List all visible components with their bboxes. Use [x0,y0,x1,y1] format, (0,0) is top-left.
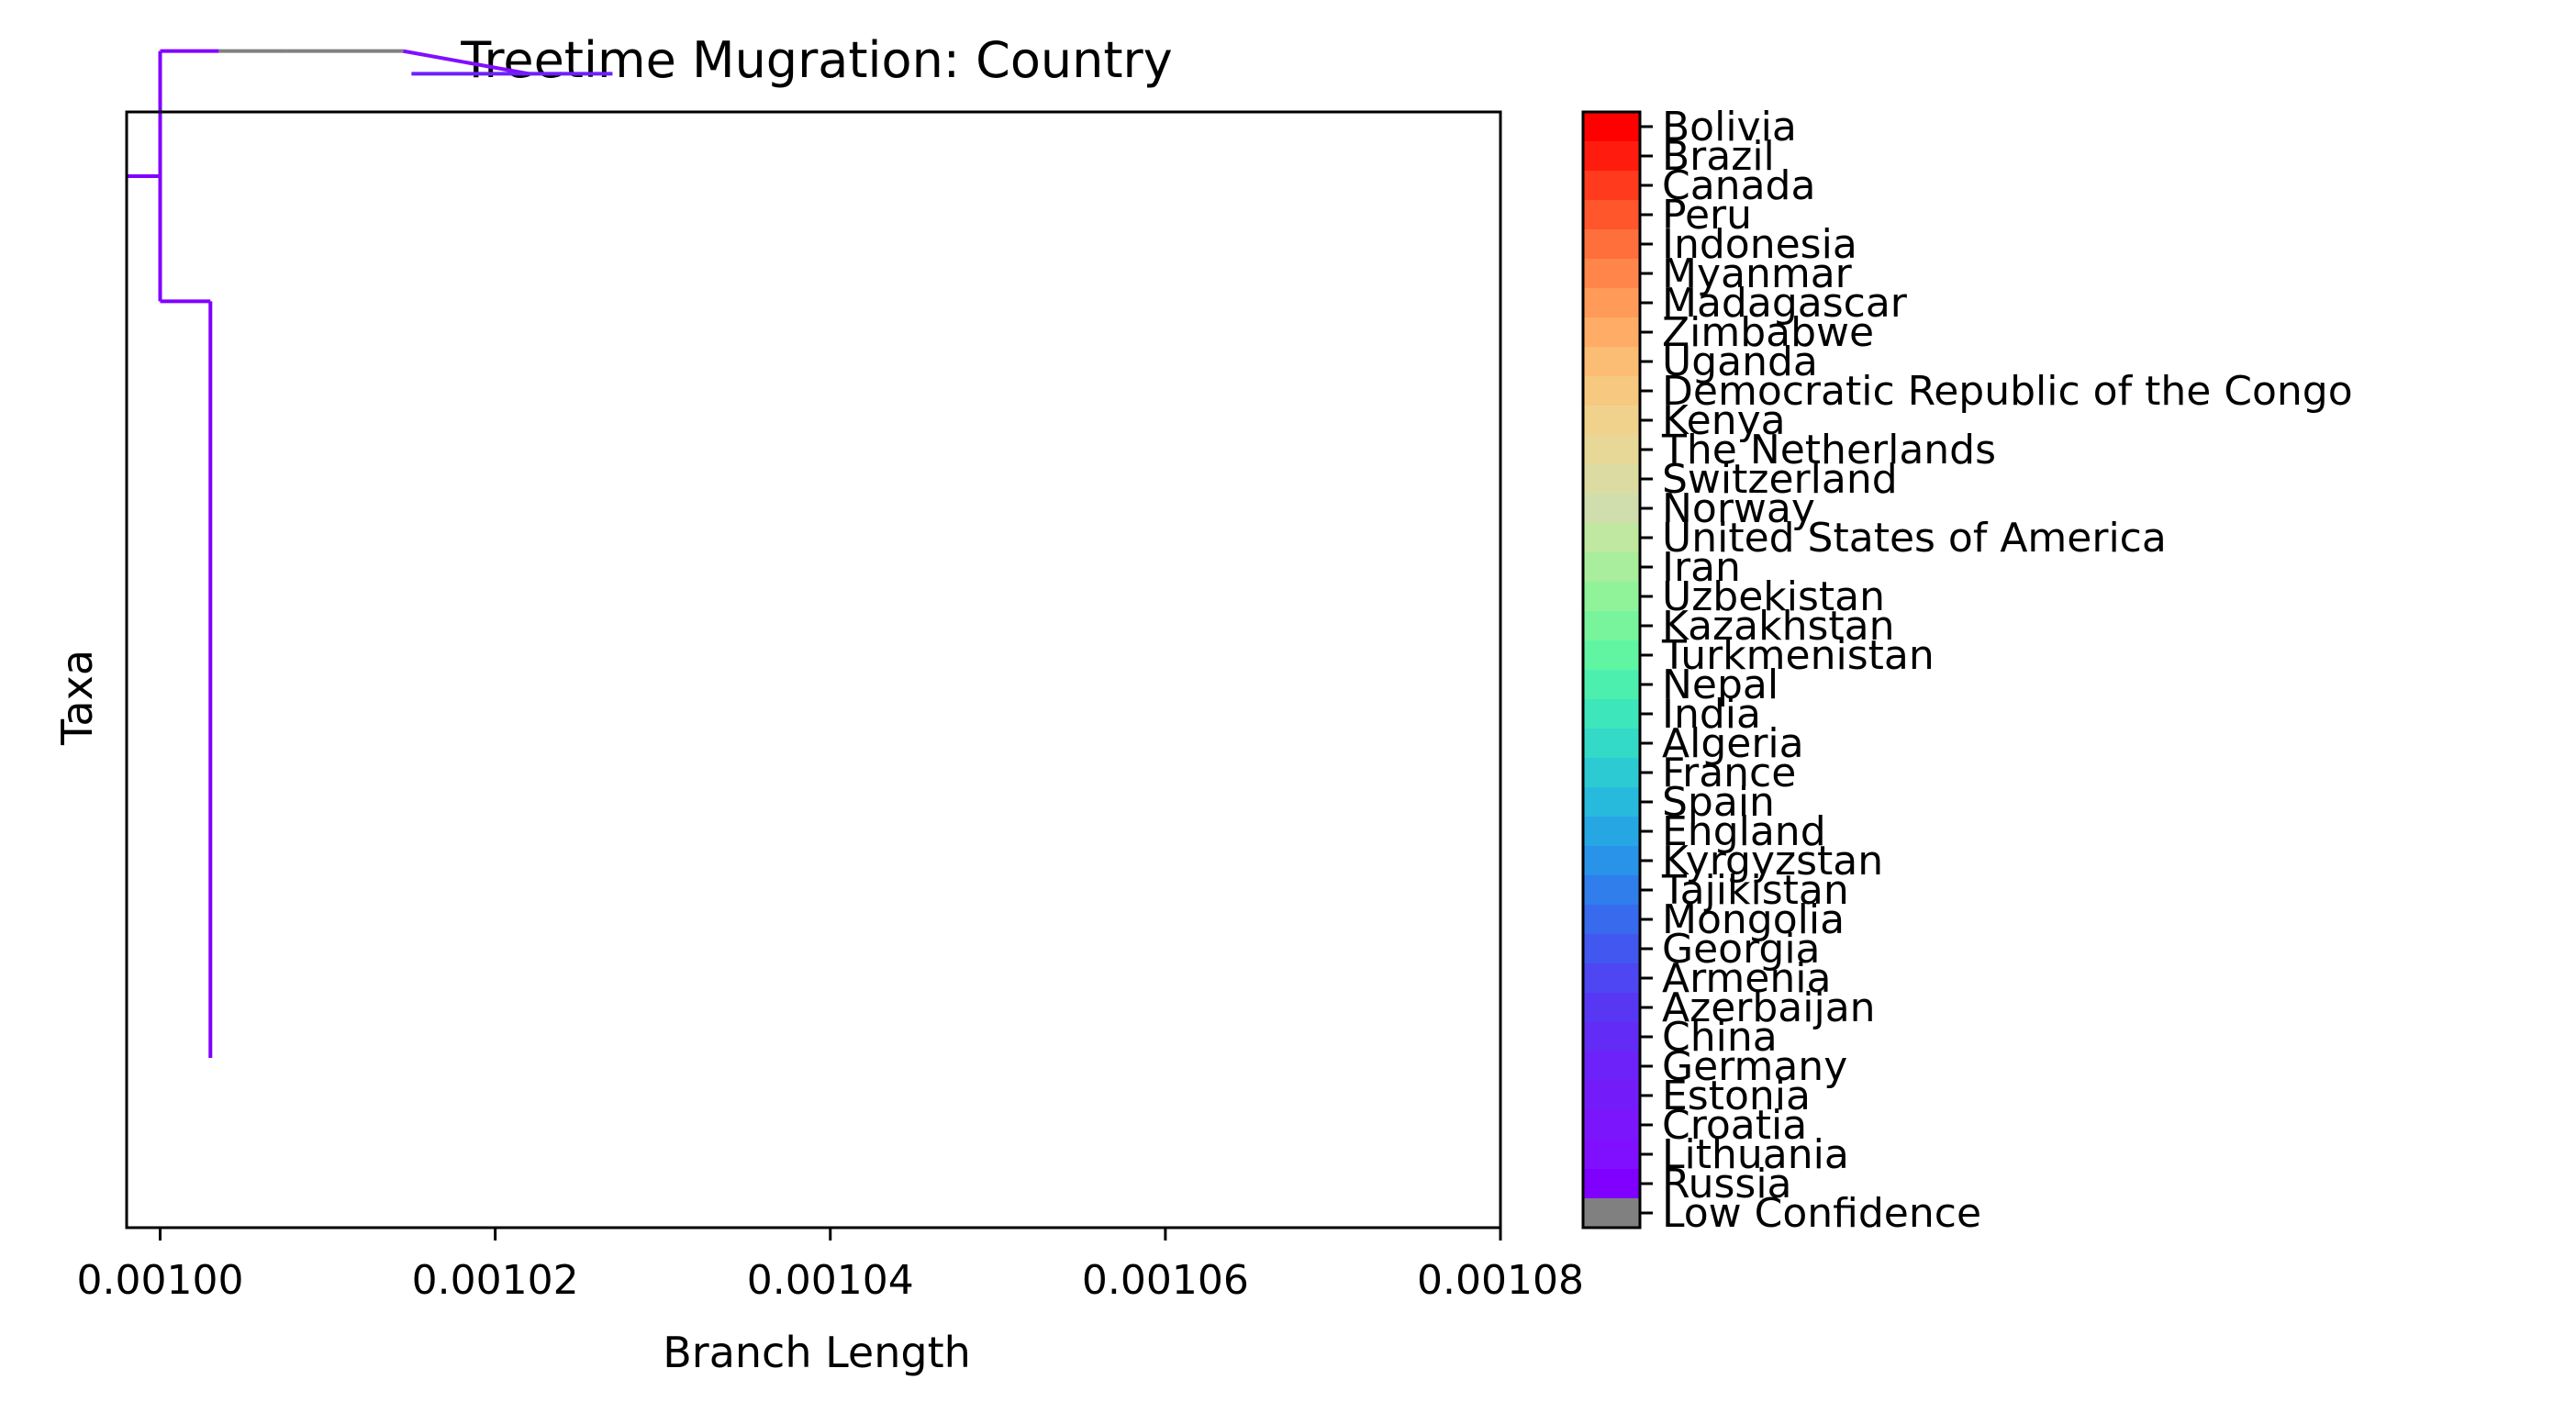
colorbar-label: Mongolia [1662,896,1845,943]
x-axis-ticks: 0.00100 0.00102 0.00104 0.00106 0.00108 [77,1228,1584,1304]
y-axis-label: Taxa [52,650,102,746]
colorbar-swatch [1583,582,1640,612]
x-tick-label: 0.00102 [412,1257,579,1304]
colorbar-label: Low Confidence [1662,1190,1981,1237]
colorbar-label: Zimbabwe [1662,309,1874,356]
colorbar-label: Indonesia [1662,221,1857,268]
colorbar-swatch [1583,758,1640,788]
colorbar-swatch [1583,817,1640,847]
colorbar-label: Norway [1662,485,1815,532]
colorbar-swatch [1583,141,1640,172]
colorbar-label: Democratic Republic of the Congo [1662,368,2353,415]
colorbar-label: Nepal [1662,662,1779,708]
colorbar-label: Uganda [1662,339,1818,385]
colorbar-label: Tajikistan [1661,867,1849,914]
colorbar-label: Kenya [1662,397,1786,444]
colorbar-label: Germany [1662,1043,1847,1090]
colorbar-label: Iran [1662,544,1741,591]
colorbar-label: United States of America [1662,515,2167,562]
colorbar-swatch [1583,494,1640,524]
colorbar-label: Brazil [1662,133,1775,180]
colorbar-swatch [1583,846,1640,876]
colorbar-label: Switzerland [1662,456,1898,503]
colorbar-label: Turkmenistan [1661,632,1935,679]
colorbar-swatch [1583,1140,1640,1170]
colorbar-swatch [1583,1022,1640,1052]
colorbar-swatch [1583,288,1640,318]
colorbar-label: Georgia [1662,926,1821,973]
colorbar-swatch [1583,347,1640,377]
colorbar-label: Myanmar [1662,250,1853,297]
x-axis-label: Branch Length [663,1328,971,1377]
colorbar-label: Uzbekistan [1662,573,1885,620]
colorbar-label: England [1662,808,1826,855]
colorbar-swatch [1583,787,1640,818]
colorbar-swatch [1583,229,1640,260]
colorbar-label: Bolivia [1662,104,1797,150]
colorbar-label: France [1662,750,1796,796]
colorbar-swatch [1583,317,1640,348]
colorbar-label: The Netherlands [1661,427,1996,473]
colorbar-label: Azerbaijan [1662,985,1876,1031]
colorbar-label: Peru [1662,192,1752,239]
colorbar-label: Kyrgyzstan [1662,838,1883,885]
colorbar-swatch [1583,259,1640,289]
colorbar-swatch [1583,729,1640,759]
colorbar-swatch [1583,934,1640,964]
colorbar-swatch [1583,905,1640,935]
colorbar-swatch [1583,640,1640,671]
colorbar-swatch [1583,1110,1640,1140]
colorbar-swatch [1583,1198,1640,1229]
colorbar-legend: BoliviaBrazilCanadaPeruIndonesiaMyanmarM… [1581,104,2353,1237]
colorbar-swatch [1583,699,1640,729]
colorbar-label: Estonia [1662,1073,1811,1119]
x-tick-label: 0.00100 [77,1257,244,1304]
colorbar-label: Croatia [1662,1102,1807,1149]
colorbar-label: Kazakhstan [1662,603,1895,650]
colorbar-swatch [1583,435,1640,465]
colorbar-label: Spain [1662,779,1775,826]
x-tick-label: 0.00108 [1417,1257,1584,1304]
tree-branch [402,49,530,76]
colorbar-label: Lithuania [1662,1131,1849,1178]
colorbar-frame [1581,110,1642,1229]
colorbar-label: Russia [1662,1161,1792,1207]
x-tick-label: 0.00104 [747,1257,914,1304]
colorbar-swatch [1583,1051,1640,1082]
colorbar-swatch [1583,200,1640,230]
colorbar-swatch [1583,1081,1640,1111]
colorbar-swatch [1583,552,1640,583]
colorbar-label: China [1662,1014,1778,1061]
colorbar-swatch [1583,1169,1640,1199]
colorbar-swatch [1583,670,1640,700]
phylogenetic-tree [127,49,613,1058]
colorbar-swatch [1583,406,1640,436]
colorbar-swatch [1583,993,1640,1023]
colorbar-swatch [1583,963,1640,994]
plot-frame [125,110,1502,1229]
colorbar-swatch [1583,464,1640,495]
colorbar-label: Madagascar [1662,280,1908,327]
colorbar-swatch [1583,171,1640,201]
colorbar-swatch [1583,376,1640,406]
colorbar-swatch [1583,523,1640,553]
colorbar-label: Canada [1662,162,1815,209]
colorbar-swatch [1583,112,1640,142]
colorbar-swatch [1583,611,1640,641]
x-tick-label: 0.00106 [1082,1257,1249,1304]
chart-title: Treetime Mugration: Country [460,31,1172,89]
colorbar-label: Algeria [1662,720,1804,767]
colorbar-label: Armenia [1662,955,1831,1002]
colorbar-swatch [1583,875,1640,906]
colorbar-label: India [1662,691,1761,738]
